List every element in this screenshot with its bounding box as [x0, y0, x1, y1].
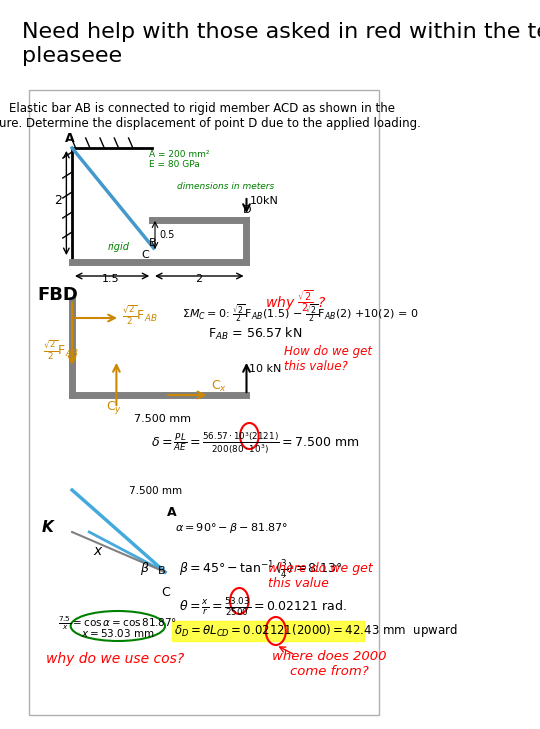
Text: 10kN: 10kN	[250, 196, 279, 206]
Text: C: C	[161, 586, 170, 599]
Text: C$_y$: C$_y$	[106, 399, 122, 416]
Text: A = 200 mm²
E = 80 GPa: A = 200 mm² E = 80 GPa	[148, 150, 209, 169]
Text: 7.500 mm: 7.500 mm	[134, 414, 191, 424]
Bar	[29, 90, 380, 715]
Text: $\frac{7.5}{x} = \cos\alpha = \cos 81.87°$: $\frac{7.5}{x} = \cos\alpha = \cos 81.87…	[58, 615, 178, 631]
Text: Elastic bar AB is connected to rigid member ACD as shown in the
figure. Determin: Elastic bar AB is connected to rigid mem…	[0, 102, 421, 130]
Text: $\beta = 45° - \tan^{-1}(\frac{3}{4}) = 8.13°$: $\beta = 45° - \tan^{-1}(\frac{3}{4}) = …	[179, 558, 343, 580]
Text: where does 2000
come from?: where does 2000 come from?	[272, 650, 387, 678]
Text: $\beta$: $\beta$	[140, 560, 150, 577]
Text: why do we use cos?: why do we use cos?	[46, 652, 185, 666]
Text: $\frac{\sqrt{2}}{2}$F$_{AB}$: $\frac{\sqrt{2}}{2}$F$_{AB}$	[122, 303, 158, 327]
Text: $\frac{\sqrt{2}}{2}$F$_{AB}$: $\frac{\sqrt{2}}{2}$F$_{AB}$	[44, 338, 79, 362]
Text: $\Sigma M_C = 0$: $\frac{\sqrt{2}}{2}$F$_{AB}$(1.5) $-$ $\frac{\sqrt{2}}{2}$F$_{: $\Sigma M_C = 0$: $\frac{\sqrt{2}}{2}$F$…	[182, 302, 418, 324]
Text: 1.5: 1.5	[102, 274, 119, 284]
Text: 10 kN: 10 kN	[248, 364, 281, 374]
Text: why $\frac{\sqrt{2}}{2}$ ?: why $\frac{\sqrt{2}}{2}$ ?	[265, 288, 327, 313]
Bar	[172, 621, 364, 641]
Text: B: B	[149, 238, 157, 248]
Text: C: C	[141, 250, 149, 260]
Text: 0.5: 0.5	[159, 230, 174, 240]
Text: K: K	[42, 520, 53, 535]
Text: where do we get
this value: where do we get this value	[268, 562, 373, 590]
Text: 7.500 mm: 7.500 mm	[129, 486, 183, 496]
Text: $x = 53.03$ mm: $x = 53.03$ mm	[81, 627, 154, 639]
Text: FBD: FBD	[38, 286, 79, 304]
Text: 2: 2	[195, 274, 202, 284]
Text: D: D	[243, 205, 252, 215]
Text: 2: 2	[54, 193, 62, 206]
Text: x: x	[93, 544, 102, 558]
Text: F$_{AB}$ = 56.57 kN: F$_{AB}$ = 56.57 kN	[208, 326, 302, 342]
Text: A: A	[166, 506, 176, 519]
Text: How do we get
this value?: How do we get this value?	[285, 345, 373, 373]
Text: $\theta = \frac{x}{r} = \frac{53.03}{2500} = 0.02121$ rad.: $\theta = \frac{x}{r} = \frac{53.03}{250…	[179, 596, 347, 618]
Text: $\delta_D = \theta L_{CD} = 0.02121(2000) = 42.43$ mm  upward: $\delta_D = \theta L_{CD} = 0.02121(2000…	[173, 622, 457, 639]
Text: dimensions in meters: dimensions in meters	[177, 182, 274, 191]
Text: Need help with those asked in red within the text: Need help with those asked in red within…	[22, 22, 540, 42]
Text: $\delta = \frac{PL}{AE} = \frac{56.57\cdot10^3(2121)}{200(80\cdot10^3)} = 7.500$: $\delta = \frac{PL}{AE} = \frac{56.57\cd…	[151, 430, 359, 456]
Text: A: A	[65, 132, 75, 145]
Text: C$_x$: C$_x$	[212, 379, 227, 394]
Text: $\alpha = 90° - \beta - 81.87°$: $\alpha = 90° - \beta - 81.87°$	[175, 521, 288, 535]
Text: rigid: rigid	[108, 242, 130, 252]
Text: pleaseee: pleaseee	[22, 46, 122, 66]
Text: B: B	[158, 566, 165, 576]
